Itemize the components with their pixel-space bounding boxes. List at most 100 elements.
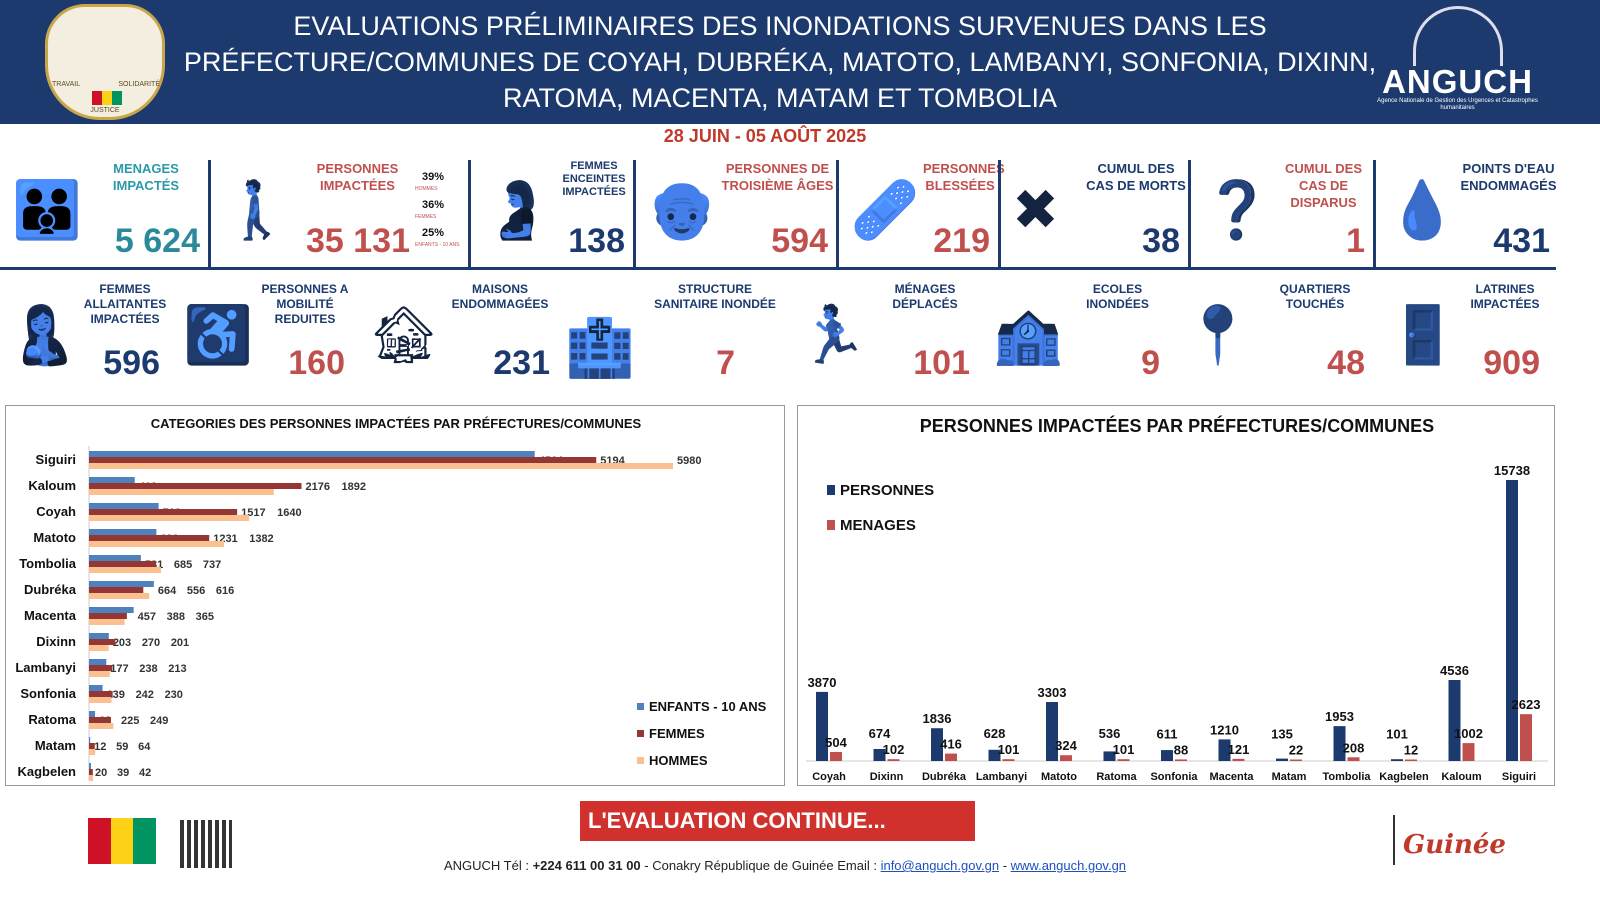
- data-label: 611: [1157, 726, 1178, 741]
- category-label: Kagbelen: [1379, 771, 1429, 783]
- data-label: 201: [171, 637, 189, 649]
- stat-label: MENAGES IMPACTÉS: [112, 161, 180, 193]
- displaced-people-icon: 🏃: [798, 303, 868, 366]
- bar-femmes: [89, 613, 127, 619]
- data-label: 3870: [808, 675, 837, 690]
- category-label: Matam: [35, 738, 76, 753]
- stat-wheelchair: ♿ PERSONNES A MOBILITÉ REDUITES 160: [175, 280, 360, 385]
- bar-personnes: [816, 691, 828, 761]
- bar-personnes: [1333, 726, 1346, 761]
- bar-hommes: [89, 489, 274, 495]
- data-label: 685: [174, 559, 192, 571]
- bar-femmes: [89, 587, 144, 593]
- stat-value: 1: [1346, 222, 1365, 260]
- legend-item: MENAGES: [827, 517, 916, 534]
- bar-enfants-ans: [89, 763, 91, 769]
- stat-pregnant: 🤰 FEMMES ENCEINTES IMPACTÉES 138: [468, 155, 635, 268]
- category-label: Dubréka: [922, 771, 967, 783]
- bar-enfants-ans: [89, 581, 154, 587]
- bar-personnes: [1161, 750, 1173, 761]
- phone-number: +224 611 00 31 00: [532, 858, 641, 873]
- bar-hommes: [89, 723, 114, 729]
- anguch-logo: ANGUCH Agence Nationale de Gestion des U…: [1375, 6, 1540, 118]
- data-label: 88: [1174, 742, 1188, 757]
- data-label: 388: [167, 611, 185, 623]
- missing-icon: ❓: [1202, 178, 1272, 241]
- data-label: 12: [94, 741, 106, 753]
- bar-enfants-ans: [89, 451, 535, 457]
- category-label: Macenta: [1209, 771, 1254, 783]
- data-label: 12: [1404, 743, 1418, 758]
- bar-enfants-ans: [89, 659, 107, 665]
- stat-label: CUMUL DES CAS DE DISPARUS: [1284, 161, 1363, 210]
- category-label: Coyah: [36, 504, 76, 519]
- category-label: Macenta: [24, 608, 77, 623]
- stat-water-drop: 💧 POINTS D'EAU ENDOMMAGÉS 431: [1373, 155, 1560, 268]
- data-label: 1382: [249, 533, 273, 545]
- category-label: Tombolia: [1322, 771, 1371, 783]
- category-label: Matoto: [1041, 771, 1077, 783]
- data-label: 2176: [306, 481, 330, 493]
- bar-femmes: [89, 665, 113, 671]
- svg-text:MENAGES: MENAGES: [840, 517, 916, 534]
- category-label: Kagbelen: [17, 764, 76, 779]
- stat-breastfeeding: 🤱 FEMMES ALLAITANTES IMPACTÉES 596: [0, 280, 175, 385]
- bar-personnes: [931, 728, 943, 761]
- data-label: 5980: [677, 455, 701, 467]
- bar-enfants-ans: [89, 555, 141, 561]
- category-label: Lambanyi: [976, 771, 1027, 783]
- data-label: 4536: [1440, 663, 1469, 678]
- data-label: 616: [216, 585, 234, 597]
- stat-value: 909: [1483, 344, 1540, 382]
- stat-label: MÉNAGES DÉPLACÉS: [892, 282, 958, 311]
- bar-personnes: [1391, 759, 1403, 761]
- data-label: 22: [1289, 743, 1303, 758]
- bar-menages: [1117, 759, 1130, 761]
- chart-title: PERSONNES IMPACTÉES PAR PRÉFECTURES/COMM…: [919, 416, 1435, 436]
- bar-femmes: [89, 769, 93, 775]
- svg-text:PERSONNES: PERSONNES: [840, 482, 934, 499]
- bar-menages: [1060, 755, 1072, 761]
- categories-chart: CATEGORIES DES PERSONNES IMPACTÉES PAR P…: [5, 405, 785, 786]
- data-label: 457: [138, 611, 156, 623]
- category-label: Sonfonia: [1150, 771, 1198, 783]
- data-label: 59: [116, 741, 128, 753]
- bar-menages: [1002, 759, 1015, 761]
- stat-value: 7: [716, 344, 735, 382]
- map-pin-icon: 📍: [1183, 303, 1253, 366]
- stat-value: 431: [1493, 222, 1550, 260]
- legend-item: ENFANTS - 10 ANS: [637, 699, 767, 714]
- category-label: Dubréka: [24, 582, 77, 597]
- stat-damaged-house: 🏚 MAISONS ENDOMMAGÉES 231: [360, 280, 565, 385]
- stat-label: LATRINES IMPACTÉES: [1470, 282, 1540, 311]
- category-label: Dixinn: [870, 771, 904, 783]
- email-link[interactable]: info@anguch.gov.gn: [880, 858, 1000, 873]
- data-label: 203: [113, 637, 131, 649]
- data-label: 177: [110, 663, 128, 675]
- website-link[interactable]: www.anguch.gov.gn: [1010, 858, 1127, 873]
- data-label: 242: [136, 689, 154, 701]
- data-label: 102: [883, 742, 905, 757]
- data-label: 64: [138, 741, 151, 753]
- data-label: 270: [142, 637, 160, 649]
- qr-code[interactable]: [180, 820, 232, 868]
- breakdown-pct: 36%: [422, 199, 445, 211]
- data-label: 249: [150, 715, 168, 727]
- stat-label: MAISONS ENDOMMAGÉES: [451, 282, 549, 311]
- stat-value: 101: [913, 344, 970, 382]
- bar-menages: [1232, 758, 1245, 761]
- divider: [836, 160, 839, 268]
- category-label: Ratoma: [28, 712, 76, 727]
- bar-menages: [887, 759, 900, 761]
- svg-text:ENFANTS - 10 ANS: ENFANTS - 10 ANS: [649, 699, 767, 714]
- breakdown-pct: 25%: [422, 227, 445, 239]
- stat-injured: 🩹 PERSONNES BLESSÉES 219: [836, 155, 1005, 268]
- injured-icon: 🩹: [850, 178, 920, 241]
- stat-school: 🏫 ECOLES INONDÉES 9: [985, 280, 1175, 385]
- stat-value: 596: [103, 344, 160, 382]
- data-label: 213: [168, 663, 186, 675]
- bar-femmes: [89, 691, 113, 697]
- guinee-brand-logo: Guinée: [1403, 830, 1506, 860]
- date-range: 28 JUIN - 05 AOÛT 2025: [663, 126, 867, 146]
